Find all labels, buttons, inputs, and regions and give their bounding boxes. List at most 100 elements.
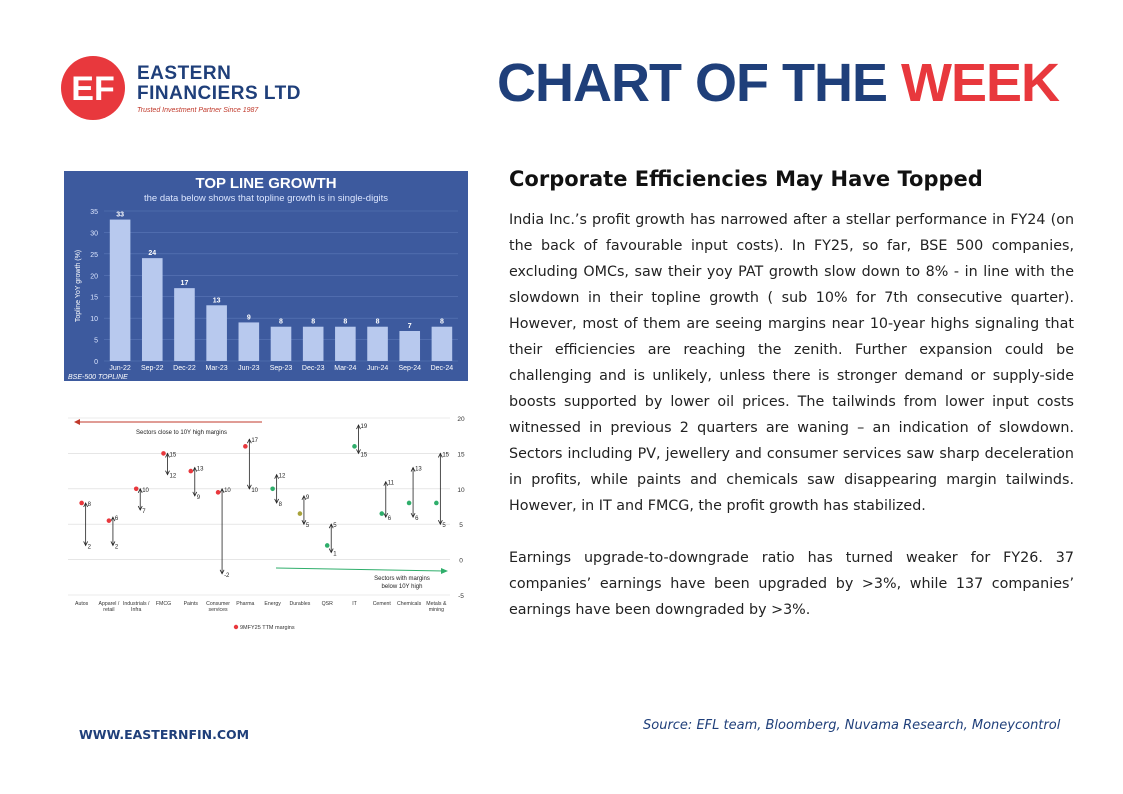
margin-point [270, 486, 275, 492]
low-value-label: 5 [442, 523, 446, 529]
range-arrow-down-icon [301, 520, 307, 526]
high-value-label: 13 [197, 467, 204, 473]
brand-name-line2: FINANCIERS LTD [137, 83, 301, 104]
x-tick-label: Dec-24 [431, 365, 454, 372]
margin-point [352, 444, 357, 449]
range-arrow-down-icon [110, 541, 116, 547]
range-arrow-down-icon [410, 512, 416, 519]
low-value-label: 9 [197, 495, 201, 501]
x-tick-label-line2: mining [429, 607, 444, 613]
logo-letters: EF [71, 70, 114, 108]
x-tick-label-line2: services [209, 607, 228, 613]
range-arrow-up-icon [165, 452, 170, 458]
x-tick-label: Sep-22 [141, 365, 164, 372]
y-tick-label: 35 [90, 209, 98, 216]
range-arrow-down-icon [383, 512, 389, 519]
high-value-label: 6 [115, 516, 119, 522]
bar [109, 219, 131, 361]
bar [367, 326, 388, 361]
x-tick-label: Sep-23 [270, 365, 293, 372]
right-arrow-line [275, 567, 445, 572]
x-tick-label: Autos [75, 601, 89, 607]
margin-point [215, 490, 221, 495]
margin-point [188, 468, 194, 474]
y-tick-label: 10 [90, 316, 98, 323]
bar-value-label: 24 [148, 250, 156, 257]
high-value-label: 10 [224, 488, 231, 494]
range-arrow-down-icon [219, 569, 225, 575]
bar [174, 288, 195, 361]
y-tick-label: -5 [458, 593, 464, 600]
x-tick-label: Apparel / [99, 601, 120, 607]
website-link[interactable]: WWW.EASTERNFIN.COM [79, 727, 250, 742]
y-tick-label: 0 [459, 558, 463, 565]
left-arrow-head-icon [74, 419, 80, 425]
x-tick-label: Metals & [426, 601, 447, 607]
y-tick-label: 25 [90, 252, 98, 259]
bar-value-label: 13 [213, 297, 221, 304]
x-tick-label: Dec-22 [173, 365, 196, 372]
high-value-label: 15 [442, 452, 449, 458]
high-value-label: 12 [279, 474, 286, 480]
range-arrow-down-icon [437, 520, 443, 526]
x-tick-label-line2: Infra [131, 607, 141, 613]
high-value-label: 17 [251, 438, 258, 444]
brand-name-line1: EASTERN [137, 63, 232, 84]
chart-subtitle: the data below shows that topline growth… [144, 193, 388, 204]
source-note: Source: EFL team, Bloomberg, Nuvama Rese… [643, 718, 1061, 733]
range-arrow-up-icon [410, 466, 416, 472]
high-value-label: 13 [415, 467, 422, 473]
ef-logo-icon: EF [61, 56, 125, 120]
range-arrow-up-icon [137, 487, 143, 493]
margin-point [161, 451, 166, 456]
low-value-label: 2 [88, 544, 92, 550]
range-arrow-down-icon [83, 541, 89, 547]
x-tick-label: Jun-23 [238, 365, 260, 372]
margin-point [406, 500, 412, 506]
x-tick-label: Jun-24 [367, 365, 389, 372]
x-tick-label: IT [352, 601, 357, 607]
low-value-label: 10 [251, 488, 258, 494]
y-tick-label: 20 [457, 416, 465, 423]
margin-point [379, 511, 385, 516]
low-value-label: 5 [306, 523, 310, 529]
bar [302, 326, 324, 361]
y-tick-label: 10 [457, 487, 465, 494]
x-tick-label: FMCG [156, 601, 171, 607]
y-tick-label: 30 [90, 230, 98, 237]
high-value-label: 19 [361, 424, 368, 430]
high-value-label: 15 [170, 452, 177, 458]
bar [270, 326, 292, 361]
bar-value-label: 8 [343, 319, 347, 326]
annotation-high-margins: Sectors close to 10Y high margins [136, 430, 227, 436]
range-arrow-up-icon [328, 523, 334, 529]
low-value-label: -2 [224, 573, 230, 579]
range-arrow-up-icon [219, 487, 225, 493]
chart-source-label: BSE-500 TOPLINE [68, 374, 128, 381]
range-arrow-up-icon [110, 516, 116, 522]
x-tick-label: Consumer [206, 601, 230, 607]
x-tick-label: Mar-24 [334, 365, 356, 372]
right-arrow-head-icon [441, 568, 448, 574]
low-value-label: 15 [361, 452, 368, 458]
bar-value-label: 8 [440, 319, 444, 326]
x-tick-label: Dec-23 [302, 365, 325, 372]
range-arrow-down-icon [274, 498, 280, 504]
x-tick-label: Pharma [236, 601, 254, 607]
range-arrow-up-icon [301, 494, 307, 501]
x-tick-label: Paints [184, 601, 199, 607]
chart-title: TOP LINE GROWTH [195, 175, 336, 192]
page-headline: CHART OF THE WEEK [497, 52, 1060, 114]
bar-value-label: 9 [247, 314, 251, 321]
high-value-label: 5 [333, 523, 337, 529]
low-value-label: 6 [415, 516, 419, 522]
high-value-label: 11 [388, 481, 395, 487]
high-value-label: 9 [306, 495, 310, 501]
margin-point [243, 444, 248, 449]
bar [431, 326, 453, 361]
bar-value-label: 8 [311, 319, 315, 326]
x-tick-label: Chemicals [397, 601, 422, 607]
x-tick-label: QSR [322, 601, 333, 607]
article-paragraph-2: Earnings upgrade-to-downgrade ratio has … [509, 550, 1074, 618]
